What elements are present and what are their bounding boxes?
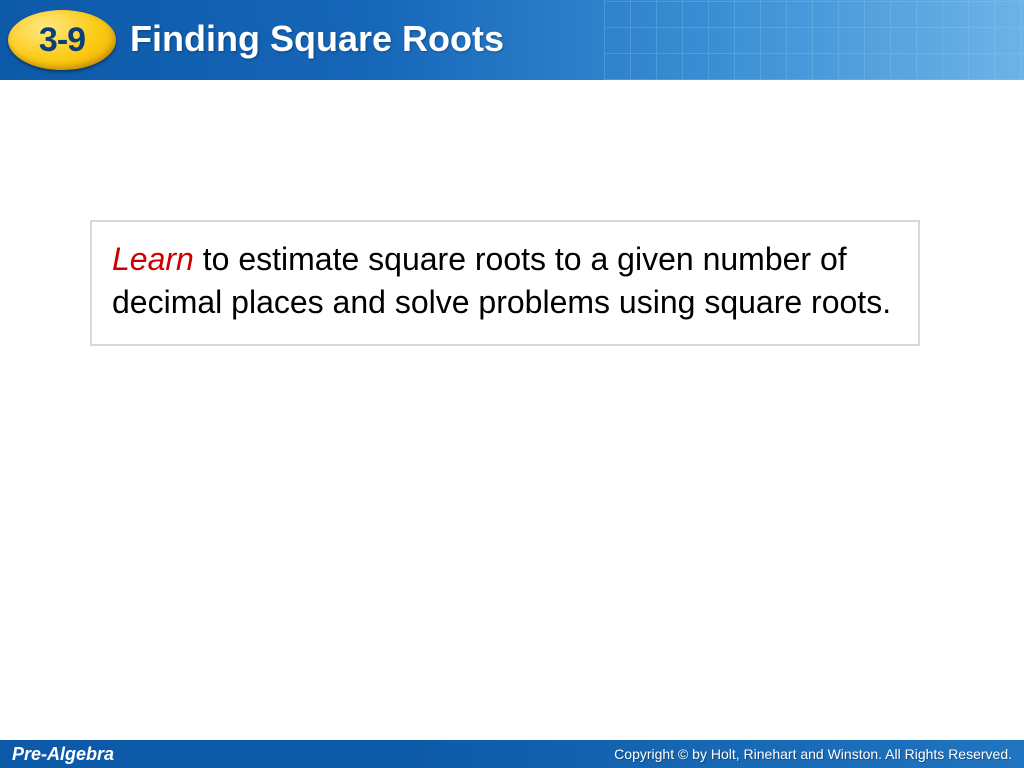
learn-label: Learn xyxy=(112,241,194,277)
objective-body: to estimate square roots to a given numb… xyxy=(112,241,891,320)
lesson-number-text: 3-9 xyxy=(39,21,85,60)
header-bar: 3-9 Finding Square Roots xyxy=(0,0,1024,80)
slide-title: Finding Square Roots xyxy=(130,18,504,60)
copyright-text: Copyright © by Holt, Rinehart and Winsto… xyxy=(614,746,1012,762)
content-area: Learn to estimate square roots to a give… xyxy=(90,220,920,346)
header-grid-pattern xyxy=(604,0,1024,80)
footer-bar: Pre-Algebra Copyright © by Holt, Rinehar… xyxy=(0,740,1024,768)
course-name: Pre-Algebra xyxy=(12,744,114,765)
learn-objective-box: Learn to estimate square roots to a give… xyxy=(90,220,920,346)
lesson-number-badge: 3-9 xyxy=(8,10,116,70)
objective-text: Learn to estimate square roots to a give… xyxy=(112,241,891,320)
